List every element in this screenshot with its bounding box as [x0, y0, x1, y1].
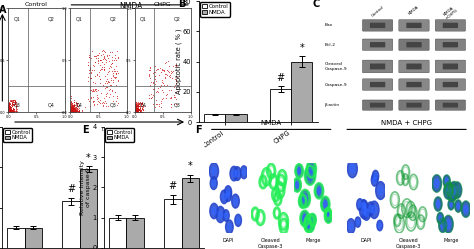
Y-axis label: Apoptotic rate ( % ): Apoptotic rate ( % ) — [175, 29, 182, 94]
Text: *: * — [86, 153, 91, 163]
FancyBboxPatch shape — [363, 79, 393, 90]
Bar — [127, 218, 144, 248]
FancyBboxPatch shape — [399, 79, 429, 90]
FancyBboxPatch shape — [370, 23, 385, 28]
FancyBboxPatch shape — [443, 42, 458, 47]
FancyBboxPatch shape — [406, 23, 422, 28]
Text: Annexin V: Annexin V — [84, 127, 115, 132]
Text: Merge: Merge — [443, 238, 459, 243]
FancyBboxPatch shape — [435, 39, 465, 51]
FancyBboxPatch shape — [363, 20, 393, 31]
Bar — [109, 218, 127, 248]
Text: #: # — [277, 73, 285, 83]
FancyBboxPatch shape — [435, 20, 465, 31]
Legend: Control, NMDA: Control, NMDA — [3, 128, 32, 142]
Bar — [62, 201, 80, 248]
FancyBboxPatch shape — [399, 100, 429, 110]
FancyBboxPatch shape — [406, 63, 422, 69]
Text: β-actin: β-actin — [325, 103, 340, 107]
Bar — [7, 228, 25, 248]
FancyBboxPatch shape — [443, 63, 458, 69]
Text: NMDA: NMDA — [119, 2, 142, 11]
Bar — [182, 178, 199, 248]
FancyBboxPatch shape — [406, 82, 422, 87]
Text: *: * — [299, 43, 304, 53]
Text: Cleaved
Caspase-3: Cleaved Caspase-3 — [258, 238, 283, 249]
Text: E: E — [82, 124, 89, 134]
FancyBboxPatch shape — [399, 60, 429, 73]
Bar — [270, 89, 291, 122]
Text: Bax: Bax — [325, 23, 333, 27]
Text: B: B — [178, 0, 185, 9]
FancyBboxPatch shape — [363, 100, 393, 110]
Text: #: # — [169, 181, 177, 191]
Bar — [164, 199, 182, 248]
Text: *: * — [188, 161, 193, 171]
FancyBboxPatch shape — [399, 20, 429, 31]
Legend: Control, NMDA: Control, NMDA — [200, 2, 230, 16]
Text: #: # — [67, 184, 75, 194]
Bar — [80, 169, 97, 248]
Bar — [226, 115, 246, 122]
FancyBboxPatch shape — [435, 79, 465, 90]
Text: Cleaved
Caspase-9: Cleaved Caspase-9 — [325, 62, 347, 71]
FancyBboxPatch shape — [370, 63, 385, 69]
Text: Control: Control — [371, 5, 384, 17]
FancyBboxPatch shape — [443, 23, 458, 28]
Legend: Control, NMDA: Control, NMDA — [105, 128, 134, 142]
Text: DAPI: DAPI — [222, 238, 234, 243]
FancyBboxPatch shape — [363, 60, 393, 73]
Text: Bcl-2: Bcl-2 — [325, 43, 336, 47]
FancyBboxPatch shape — [435, 60, 465, 73]
Text: F: F — [196, 124, 202, 134]
FancyBboxPatch shape — [370, 103, 385, 108]
Bar — [291, 62, 312, 122]
Y-axis label: Relative Intensity
of caspase-9: Relative Intensity of caspase-9 — [80, 160, 91, 215]
Bar — [25, 228, 42, 248]
FancyBboxPatch shape — [406, 42, 422, 47]
FancyBboxPatch shape — [370, 42, 385, 47]
Bar — [204, 115, 226, 122]
Text: NMDA + CHPG: NMDA + CHPG — [381, 120, 432, 126]
Text: A: A — [0, 5, 6, 15]
Text: Cleaved
Caspase-3: Cleaved Caspase-3 — [396, 238, 421, 249]
Text: NMDA: NMDA — [261, 120, 282, 126]
FancyBboxPatch shape — [435, 100, 465, 110]
Text: NMDA: NMDA — [408, 5, 420, 16]
Text: NMDA
+CHPG: NMDA +CHPG — [442, 5, 459, 21]
Text: Caspase-9: Caspase-9 — [325, 83, 347, 87]
Text: C: C — [312, 0, 319, 9]
FancyBboxPatch shape — [443, 103, 458, 108]
FancyBboxPatch shape — [370, 82, 385, 87]
FancyBboxPatch shape — [406, 103, 422, 108]
FancyBboxPatch shape — [363, 39, 393, 51]
Text: DAPI: DAPI — [360, 238, 372, 243]
Text: Merge: Merge — [305, 238, 321, 243]
FancyBboxPatch shape — [399, 39, 429, 51]
FancyBboxPatch shape — [443, 82, 458, 87]
